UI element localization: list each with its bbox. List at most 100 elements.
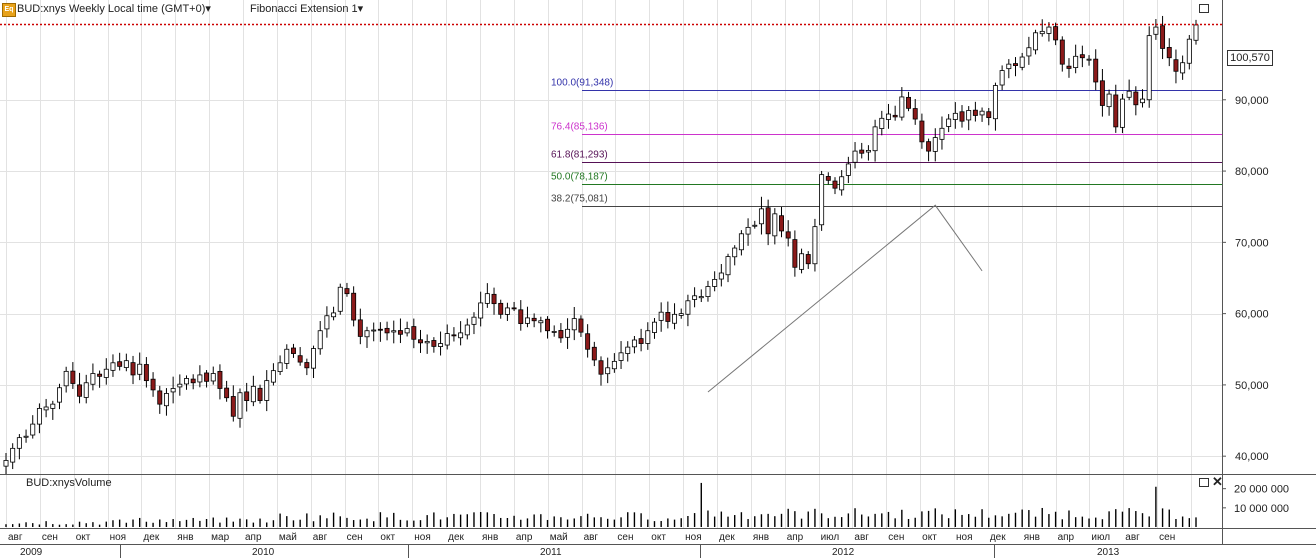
candle-body — [912, 108, 918, 120]
candle-body — [110, 362, 116, 371]
candle-body — [765, 207, 771, 235]
candle-body — [424, 341, 430, 344]
candle-body — [224, 387, 230, 399]
candle-body — [30, 423, 36, 436]
symbol-label[interactable]: BUD:xnys Weekly Local time (GMT+0)▾ — [17, 2, 211, 15]
candle-body — [1059, 39, 1065, 65]
study-text: Fibonacci Extension 1 — [250, 3, 358, 15]
candle-body — [959, 111, 965, 122]
x-month-label: дек — [719, 532, 735, 543]
candle-body — [758, 208, 764, 225]
candle-body — [177, 383, 183, 388]
candle-body — [865, 149, 871, 153]
candle-body — [805, 254, 811, 265]
candle-body — [966, 110, 972, 121]
candle-body — [277, 362, 283, 372]
close-icon[interactable]: ✕ — [1212, 474, 1223, 489]
candle-body — [598, 360, 604, 375]
caret-down-icon[interactable]: ▾ — [357, 3, 364, 15]
candle-body — [264, 380, 270, 401]
candle-body — [1006, 63, 1012, 70]
x-month-label: авг — [313, 532, 328, 543]
candle-body — [638, 338, 644, 344]
caret-down-icon[interactable]: ▾ — [205, 3, 211, 15]
candle-body — [1099, 80, 1105, 106]
x-month-label: апр — [787, 532, 804, 543]
candle-body — [70, 370, 76, 384]
candle-body — [130, 362, 136, 376]
candle-body — [672, 313, 678, 324]
candle-body — [518, 309, 524, 325]
candle-body — [899, 96, 905, 118]
candle-body — [678, 313, 684, 316]
candle-body — [972, 109, 978, 116]
candle-body — [1106, 93, 1112, 108]
candle-body — [444, 333, 450, 346]
x-month-label: авг — [8, 532, 23, 543]
candle-body — [478, 302, 484, 319]
candle-body — [210, 373, 216, 382]
candle-body — [732, 247, 738, 258]
x-month-label: апр — [245, 532, 262, 543]
candle-body — [411, 326, 417, 340]
candle-body — [551, 331, 557, 333]
x-month-label: сен — [347, 532, 363, 543]
candle-body — [625, 346, 631, 354]
candle-body — [364, 330, 370, 338]
candle-body — [1186, 38, 1192, 64]
candle-body — [351, 292, 357, 321]
candle-body — [491, 293, 497, 305]
study-label[interactable]: Fibonacci Extension 1▾ — [250, 2, 363, 15]
x-month-label: янв — [753, 532, 769, 543]
candle-body — [3, 460, 9, 467]
candle-body — [652, 321, 657, 333]
candle-body — [504, 307, 510, 315]
x-month-label: авг — [854, 532, 869, 543]
candle-body — [1180, 62, 1186, 74]
candle-body — [705, 286, 711, 297]
x-month-label: окт — [76, 532, 91, 543]
candle-body — [197, 374, 203, 383]
fib-level-label: 100.0(91,348) — [551, 78, 613, 89]
candle-body — [404, 328, 410, 334]
candle-body — [892, 114, 898, 118]
candle-body — [698, 296, 704, 299]
candle-body — [384, 327, 390, 334]
candle-body — [926, 141, 932, 152]
y-tick-label: 80,000 — [1235, 166, 1269, 178]
price-candles — [3, 15, 1199, 475]
candle-body — [1039, 30, 1045, 35]
app-logo-icon[interactable]: Eq — [2, 3, 16, 17]
candle-body — [872, 126, 878, 152]
grid — [0, 0, 1222, 528]
candle-body — [297, 355, 303, 363]
candle-body — [565, 328, 571, 338]
candle-body — [1053, 26, 1059, 41]
x-month-label: июл — [1091, 532, 1110, 543]
x-month-label: май — [279, 532, 297, 543]
fib-level-label: 50.0(78,187) — [551, 172, 608, 183]
maximize-icon[interactable] — [1199, 478, 1209, 487]
candle-body — [531, 317, 537, 322]
candle-body — [1140, 98, 1145, 104]
candle-body — [631, 339, 637, 348]
candle-body — [932, 137, 938, 152]
candle-body — [906, 96, 912, 109]
x-month-label: апр — [516, 532, 533, 543]
maximize-icon[interactable] — [1199, 4, 1209, 13]
candle-body — [605, 367, 611, 375]
candle-body — [230, 396, 236, 417]
candle-body — [16, 437, 22, 449]
x-month-label: дек — [448, 532, 464, 543]
candle-body — [464, 324, 470, 336]
candle-body — [832, 180, 838, 189]
x-year-label: 2011 — [540, 547, 562, 558]
candle-body — [1153, 26, 1159, 35]
x-month-label: ноя — [110, 532, 127, 543]
x-month-label: сен — [888, 532, 904, 543]
candle-body — [284, 348, 290, 364]
candle-body — [43, 406, 49, 411]
candle-body — [1160, 25, 1166, 49]
candle-body — [578, 318, 584, 333]
